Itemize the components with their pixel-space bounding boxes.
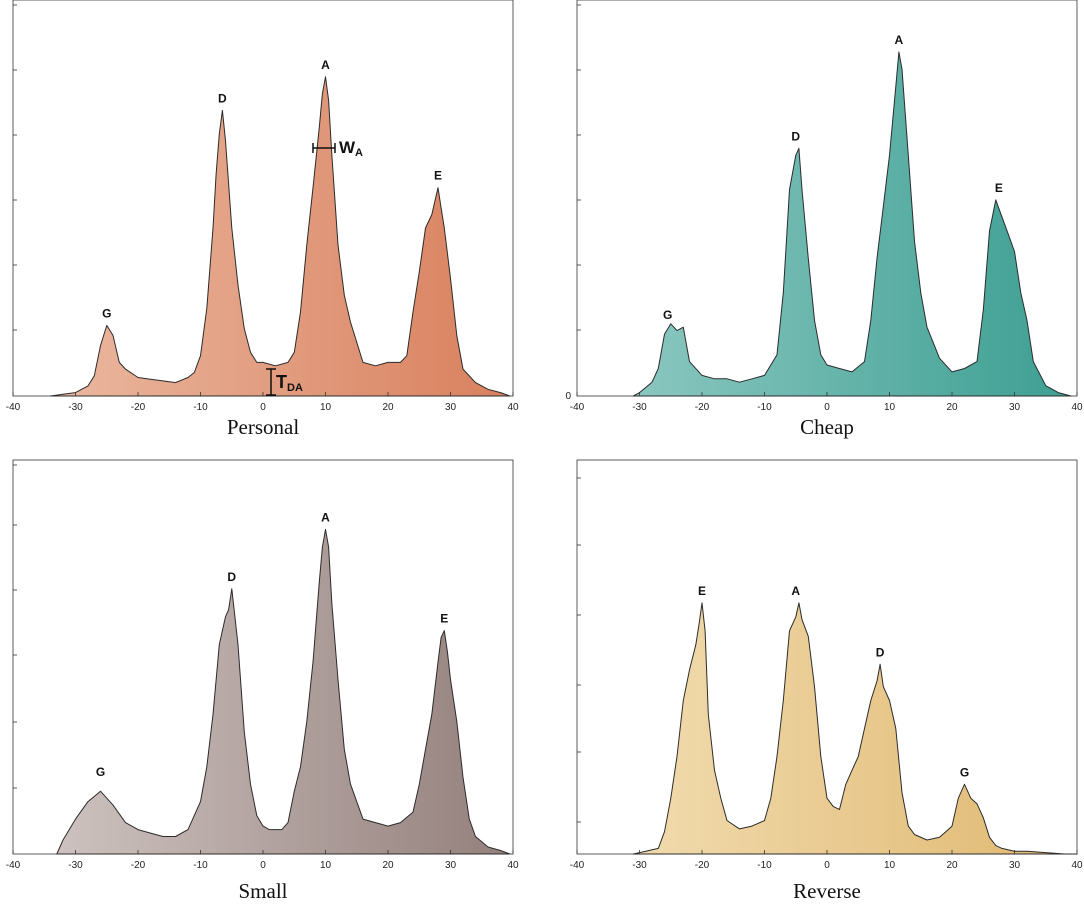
x-tick-label: -10 xyxy=(193,860,208,871)
x-tick-label: 30 xyxy=(1009,860,1021,871)
peak-labels: G D A E xyxy=(102,58,442,321)
x-tick-label: 30 xyxy=(1009,402,1021,413)
y-ticks xyxy=(577,4,581,331)
trough-annotation: TDA xyxy=(266,368,303,396)
x-ticks: -40 -30 -20 -10 0 10 20 30 40 xyxy=(6,850,519,871)
x-tick-label: -30 xyxy=(68,402,83,413)
density-area xyxy=(50,76,511,397)
width-annotation: WA xyxy=(312,138,363,159)
x-ticks: -40 -30 -20 -10 0 10 20 30 40 xyxy=(6,392,519,413)
trough-label: TDA xyxy=(276,372,303,394)
x-tick-label: 40 xyxy=(507,860,519,871)
x-tick-label: 10 xyxy=(320,860,332,871)
peak-label-e: E xyxy=(440,612,448,626)
panel-title: Cheap xyxy=(800,415,854,439)
peak-label-a: A xyxy=(895,33,904,47)
panel-personal: -40 -30 -20 -10 0 10 20 30 40 G D A E Personal WA T… xyxy=(6,0,519,439)
peak-label-d: D xyxy=(218,91,227,105)
peak-label-a: A xyxy=(321,58,330,72)
panel-cheap: -40 -30 -20 -10 0 10 20 30 40 G D A E 0 Cheap xyxy=(565,0,1083,439)
x-tick-label: 0 xyxy=(824,402,830,413)
density-area xyxy=(632,51,1072,397)
x-tick-label: -10 xyxy=(193,402,208,413)
x-tick-label: 20 xyxy=(382,402,394,413)
y-ticks xyxy=(13,464,17,789)
x-tick-label: -40 xyxy=(570,402,585,413)
y-ticks xyxy=(13,4,17,331)
x-tick-label: 40 xyxy=(507,402,519,413)
x-ticks: -40 -30 -20 -10 0 10 20 30 40 xyxy=(570,392,1083,413)
x-tick-label: 40 xyxy=(1071,402,1083,413)
panel-title: Small xyxy=(238,879,287,903)
x-tick-label: 30 xyxy=(445,860,457,871)
peak-label-e: E xyxy=(434,169,442,183)
density-area xyxy=(632,602,1078,855)
peak-label-g: G xyxy=(96,765,105,779)
y-ticks xyxy=(577,477,581,823)
x-tick-label: -20 xyxy=(131,860,146,871)
panel-title: Personal xyxy=(227,415,299,439)
x-tick-label: 10 xyxy=(320,402,332,413)
x-ticks: -40 -30 -20 -10 0 10 20 30 40 xyxy=(570,850,1083,871)
x-tick-label: -20 xyxy=(695,860,710,871)
peak-label-d: D xyxy=(876,645,885,659)
peak-labels: E A D G xyxy=(698,584,969,779)
y-zero-label: 0 xyxy=(565,391,571,402)
x-tick-label: 20 xyxy=(382,860,394,871)
x-tick-label: -20 xyxy=(695,402,710,413)
x-tick-label: 10 xyxy=(884,402,896,413)
peak-label-e: E xyxy=(698,584,706,598)
peak-label-g: G xyxy=(663,308,672,322)
x-tick-label: -40 xyxy=(6,860,21,871)
peak-labels: G D A E xyxy=(96,510,448,779)
x-tick-label: -30 xyxy=(632,860,647,871)
peak-label-g: G xyxy=(960,765,969,779)
x-tick-label: -10 xyxy=(757,402,772,413)
peak-label-g: G xyxy=(102,306,111,320)
x-tick-label: 0 xyxy=(260,402,266,413)
x-tick-label: 0 xyxy=(824,860,830,871)
x-tick-label: 20 xyxy=(946,860,958,871)
peak-label-a: A xyxy=(791,584,800,598)
width-label: WA xyxy=(339,138,363,159)
x-tick-label: -20 xyxy=(131,402,146,413)
x-tick-label: -10 xyxy=(757,860,772,871)
peak-label-a: A xyxy=(321,510,330,524)
peak-label-d: D xyxy=(791,129,800,143)
peak-label-e: E xyxy=(995,181,1003,195)
x-tick-label: 0 xyxy=(260,860,266,871)
peak-label-d: D xyxy=(227,570,236,584)
x-tick-label: 40 xyxy=(1071,860,1083,871)
x-tick-label: 30 xyxy=(445,402,457,413)
x-tick-label: -30 xyxy=(68,860,83,871)
panel-title: Reverse xyxy=(793,879,861,903)
panel-reverse: -40 -30 -20 -10 0 10 20 30 40 E A D G Reverse xyxy=(570,459,1083,903)
x-tick-label: -40 xyxy=(570,860,585,871)
density-area xyxy=(56,528,511,855)
x-tick-label: -30 xyxy=(632,402,647,413)
x-tick-label: -40 xyxy=(6,402,21,413)
panel-small: -40 -30 -20 -10 0 10 20 30 40 G D A E Small xyxy=(6,459,519,903)
x-tick-label: 20 xyxy=(946,402,958,413)
peak-labels: G D A E xyxy=(663,33,1003,322)
x-tick-label: 10 xyxy=(884,860,896,871)
